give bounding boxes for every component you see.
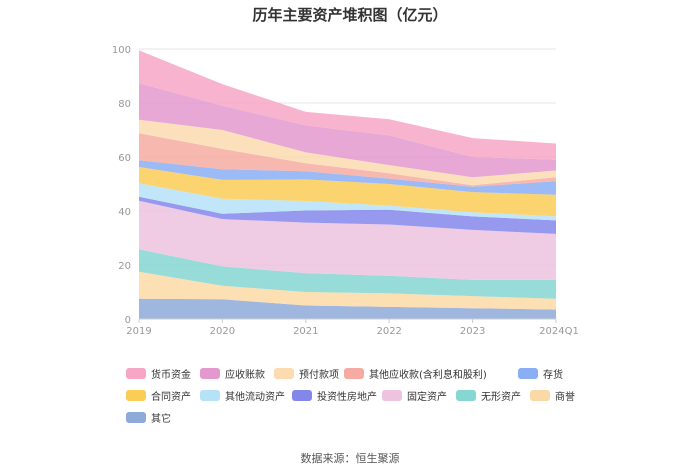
legend-item[interactable]: 无形资产 — [456, 388, 521, 403]
legend-swatch — [530, 389, 550, 401]
legend-swatch — [126, 389, 146, 401]
area-series-3[interactable] — [139, 200, 556, 280]
legend-label: 货币资金 — [151, 369, 191, 381]
area-series-5[interactable] — [139, 183, 556, 221]
legend-label: 其它 — [151, 413, 171, 425]
data-source: 数据来源：恒生聚源 — [300, 452, 400, 465]
legend-item[interactable]: 货币资金 — [126, 366, 191, 381]
legend-item[interactable]: 其他应收款(含利息和股利) — [344, 366, 487, 381]
area-series-7[interactable] — [139, 160, 556, 195]
legend-label: 预付款项 — [299, 369, 339, 381]
legend-swatch — [126, 411, 146, 423]
chart-title: 历年主要资产堆积图（亿元） — [252, 6, 448, 24]
area-series-11[interactable] — [139, 50, 556, 160]
legend-item[interactable]: 商誉 — [530, 388, 575, 403]
area-series-0[interactable] — [139, 298, 556, 319]
legend-item[interactable]: 其他流动资产 — [200, 388, 285, 403]
legend-item[interactable]: 其它 — [126, 410, 171, 425]
legend-swatch — [382, 389, 402, 401]
y-tick-label: 20 — [118, 261, 131, 272]
legend-swatch — [200, 367, 220, 379]
y-tick-label: 40 — [118, 207, 131, 218]
stacked-area-chart: 0 20 40 60 80 100 2019 2020 2021 2022 2023 2024Q1 — [112, 45, 579, 337]
x-tick-label: 2021 — [293, 326, 318, 337]
legend-swatch — [126, 367, 146, 379]
x-tick-label: 2019 — [126, 326, 151, 337]
y-tick-label: 60 — [118, 153, 131, 164]
area-series-2[interactable] — [139, 249, 556, 299]
legend-item[interactable]: 存货 — [518, 366, 563, 381]
area-series-1[interactable] — [139, 271, 556, 310]
legend-label: 其他应收款(含利息和股利) — [369, 369, 487, 381]
legend-label: 其他流动资产 — [225, 391, 285, 403]
x-tick-label: 2022 — [376, 326, 401, 337]
y-tick-label: 100 — [112, 45, 131, 56]
legend-item[interactable]: 应收账款 — [200, 366, 265, 381]
area-series-8[interactable] — [139, 133, 556, 187]
x-tick-label: 2023 — [460, 326, 485, 337]
legend-item[interactable]: 预付款项 — [274, 366, 339, 381]
area-series-10[interactable] — [139, 83, 556, 178]
legend-swatch — [518, 367, 538, 379]
series-areas — [139, 50, 556, 319]
legend-item[interactable]: 合同资产 — [126, 388, 191, 403]
y-tick-label: 0 — [125, 315, 131, 326]
legend-item[interactable]: 固定资产 — [382, 388, 447, 403]
legend-label: 商誉 — [555, 391, 575, 403]
y-tick-label: 80 — [118, 99, 131, 110]
legend-label: 投资性房地产 — [317, 391, 377, 403]
area-series-4[interactable] — [139, 196, 556, 234]
legend-swatch — [292, 389, 312, 401]
legend-label: 存货 — [543, 369, 563, 381]
area-series-9[interactable] — [139, 119, 556, 186]
axes: 0 20 40 60 80 100 2019 2020 2021 2022 2023 2024Q1 — [112, 45, 579, 337]
legend-label: 固定资产 — [407, 391, 447, 403]
legend-swatch — [274, 367, 294, 379]
legend-label: 应收账款 — [225, 369, 265, 381]
x-tick-label: 2024Q1 — [539, 326, 579, 337]
legend-swatch — [344, 367, 364, 379]
legend-item[interactable]: 投资性房地产 — [292, 388, 377, 403]
legend-label: 无形资产 — [481, 391, 521, 403]
legend-label: 合同资产 — [151, 391, 191, 403]
x-tick-label: 2020 — [210, 326, 235, 337]
legend-swatch — [200, 389, 220, 401]
area-series-6[interactable] — [139, 167, 556, 217]
legend-swatch — [456, 389, 476, 401]
